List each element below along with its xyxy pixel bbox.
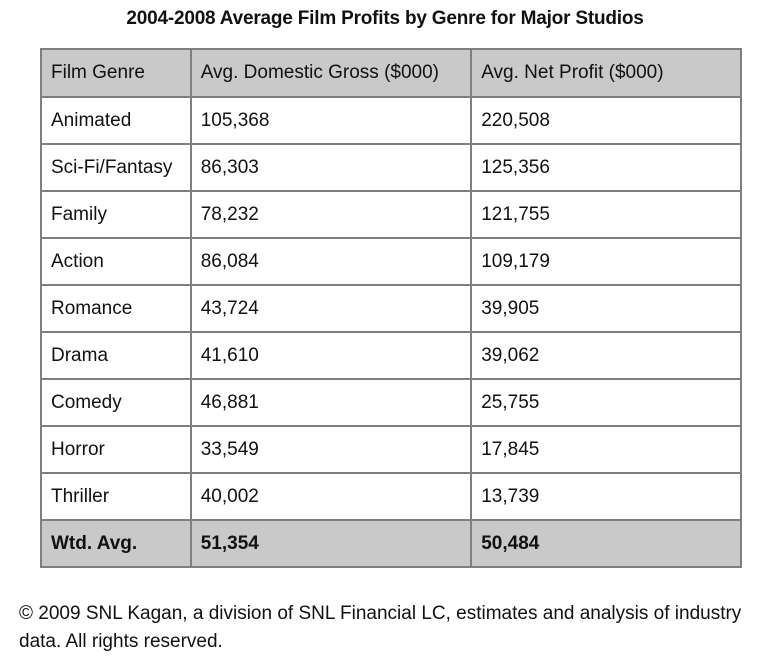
domestic-gross-cell: 105,368 bbox=[189, 96, 473, 145]
domestic-gross-cell: 33,549 bbox=[189, 425, 473, 474]
table-row: Romance 43,724 39,905 bbox=[40, 284, 742, 333]
total-net-profit-cell: 50,484 bbox=[470, 519, 742, 568]
table-row: Comedy 46,881 25,755 bbox=[40, 378, 742, 427]
domestic-gross-cell: 41,610 bbox=[189, 331, 473, 380]
net-profit-cell: 13,739 bbox=[470, 472, 742, 521]
film-profits-table: Film Genre Avg. Domestic Gross ($000) Av… bbox=[40, 48, 742, 568]
header-row: Film Genre Avg. Domestic Gross ($000) Av… bbox=[40, 48, 742, 98]
table-row: Sci-Fi/Fantasy 86,303 125,356 bbox=[40, 143, 742, 192]
net-profit-cell: 125,356 bbox=[470, 143, 742, 192]
table-row: Action 86,084 109,179 bbox=[40, 237, 742, 286]
genre-cell: Romance bbox=[40, 284, 192, 333]
genre-cell: Family bbox=[40, 190, 192, 239]
domestic-gross-cell: 86,084 bbox=[189, 237, 473, 286]
column-header-genre: Film Genre bbox=[40, 48, 192, 98]
table-row: Family 78,232 121,755 bbox=[40, 190, 742, 239]
weighted-average-row: Wtd. Avg. 51,354 50,484 bbox=[40, 519, 742, 568]
genre-cell: Horror bbox=[40, 425, 192, 474]
genre-cell: Animated bbox=[40, 96, 192, 145]
table-body: Animated 105,368 220,508 Sci-Fi/Fantasy … bbox=[40, 96, 742, 568]
genre-cell: Sci-Fi/Fantasy bbox=[40, 143, 192, 192]
domestic-gross-cell: 43,724 bbox=[189, 284, 473, 333]
domestic-gross-cell: 40,002 bbox=[189, 472, 473, 521]
table-row: Thriller 40,002 13,739 bbox=[40, 472, 742, 521]
net-profit-cell: 17,845 bbox=[470, 425, 742, 474]
table-title: 2004-2008 Average Film Profits by Genre … bbox=[126, 8, 644, 29]
table-row: Horror 33,549 17,845 bbox=[40, 425, 742, 474]
column-header-domestic-gross: Avg. Domestic Gross ($000) bbox=[189, 48, 473, 98]
domestic-gross-cell: 86,303 bbox=[189, 143, 473, 192]
net-profit-cell: 220,508 bbox=[470, 96, 742, 145]
domestic-gross-cell: 46,881 bbox=[189, 378, 473, 427]
net-profit-cell: 39,905 bbox=[470, 284, 742, 333]
total-domestic-gross-cell: 51,354 bbox=[189, 519, 473, 568]
net-profit-cell: 109,179 bbox=[470, 237, 742, 286]
net-profit-cell: 39,062 bbox=[470, 331, 742, 380]
genre-cell: Drama bbox=[40, 331, 192, 380]
column-header-net-profit: Avg. Net Profit ($000) bbox=[470, 48, 742, 98]
table-row: Animated 105,368 220,508 bbox=[40, 96, 742, 145]
copyright-footnote: © 2009 SNL Kagan, a division of SNL Fina… bbox=[19, 603, 742, 652]
total-label-cell: Wtd. Avg. bbox=[40, 519, 192, 568]
net-profit-cell: 25,755 bbox=[470, 378, 742, 427]
net-profit-cell: 121,755 bbox=[470, 190, 742, 239]
genre-cell: Action bbox=[40, 237, 192, 286]
domestic-gross-cell: 78,232 bbox=[189, 190, 473, 239]
genre-cell: Thriller bbox=[40, 472, 192, 521]
genre-cell: Comedy bbox=[40, 378, 192, 427]
table-row: Drama 41,610 39,062 bbox=[40, 331, 742, 380]
